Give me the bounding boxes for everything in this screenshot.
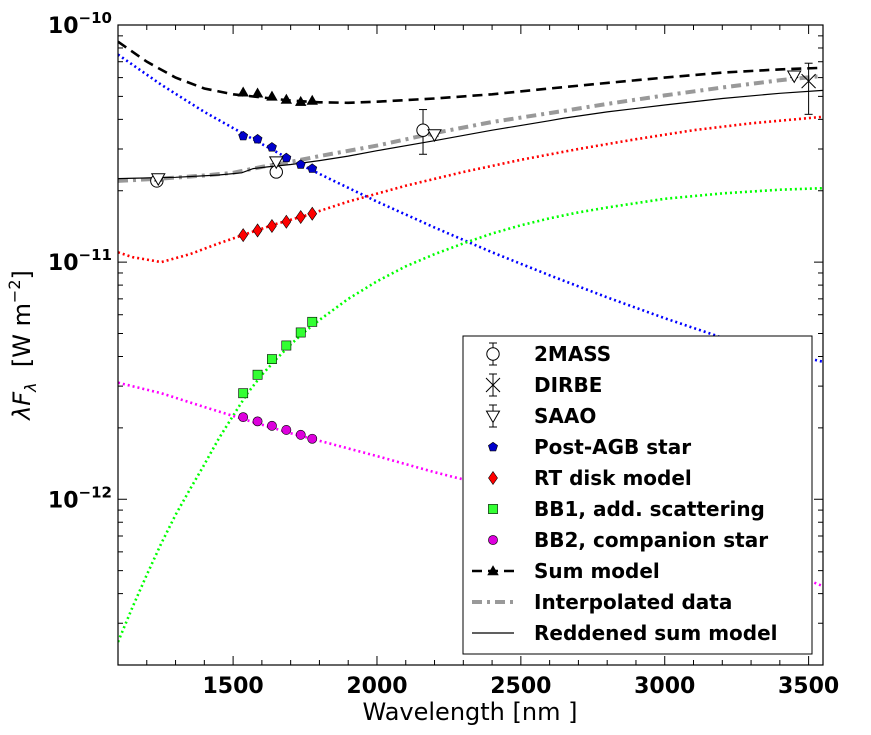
marker-rt-disk-model xyxy=(281,214,292,229)
x-axis-title: Wavelength [nm ] xyxy=(363,698,578,726)
y-tick-label-exponent: −10 xyxy=(79,9,112,27)
marker-bb2-companion-star xyxy=(281,425,292,435)
marker-sum-model xyxy=(280,93,293,104)
marker-bb1-add-scattering xyxy=(281,340,292,351)
marker-post-agb-star xyxy=(238,130,249,141)
curve-rt-disk-model-model-curve xyxy=(118,115,823,264)
y-axis-title-units: [W m xyxy=(8,303,36,367)
legend-marker-sum-model xyxy=(487,565,499,576)
legend-label: BB1, add. scattering xyxy=(534,497,765,521)
marker-bb2-companion-star xyxy=(252,416,263,427)
marker-sum-model xyxy=(251,87,264,98)
legend-entry-interpolated-data: Interpolated data xyxy=(472,590,732,614)
legend-entry-sum-model: Sum model xyxy=(472,559,660,583)
y-tick-label: 10−12 xyxy=(48,483,112,513)
marker-rt-disk-model xyxy=(267,218,277,234)
curve-reddened-sum-model xyxy=(118,89,823,180)
legend-marker-rt-disk-model xyxy=(488,470,498,486)
marker-bb1-add-scattering xyxy=(295,327,306,338)
y-tick-label-base: 10 xyxy=(48,14,79,39)
markers-layer xyxy=(150,62,816,444)
marker-bb2-companion-star xyxy=(295,429,306,440)
obs-saao xyxy=(268,156,284,170)
y-axis-title-subscript: λ xyxy=(21,382,40,392)
legend-marker-dirbe xyxy=(485,377,501,393)
legend-entry-rt-disk-model: RT disk model xyxy=(488,466,692,490)
marker-post-agb-star xyxy=(252,134,263,144)
legend-marker-bb2-companion-star xyxy=(488,535,498,545)
y-tick-label-exponent: −12 xyxy=(79,483,112,501)
legend-marker-bb1-add-scattering xyxy=(488,504,498,514)
marker-bb1-add-scattering xyxy=(238,388,249,399)
legend-entry-saao: SAAO xyxy=(485,404,596,428)
y-tick-label: 10−11 xyxy=(48,246,112,276)
y-tick-label-exponent: −11 xyxy=(79,246,112,264)
marker-sum-model xyxy=(266,90,278,101)
curve-sum-model xyxy=(118,40,823,105)
marker-post-agb-star xyxy=(295,159,306,169)
x-tick-label: 1500 xyxy=(202,674,263,699)
legend-label: Interpolated data xyxy=(534,590,732,614)
legend-label: DIRBE xyxy=(534,373,602,397)
y-tick-label-base: 10 xyxy=(48,488,79,513)
ticks-layer xyxy=(117,24,823,666)
marker-rt-disk-model xyxy=(295,209,306,225)
legend-label: Post-AGB star xyxy=(534,435,691,459)
obs-2mass xyxy=(416,123,430,137)
legend-entry-reddened-sum-model: Reddened sum model xyxy=(472,621,778,645)
marker-post-agb-star xyxy=(307,163,318,173)
y-axis-title-exponent: −2 xyxy=(5,279,24,303)
y-axis-title: λFλ [W m−2] xyxy=(5,270,40,422)
marker-bb1-add-scattering xyxy=(307,316,318,327)
legend-label: Reddened sum model xyxy=(534,621,778,645)
legend-box xyxy=(462,335,813,655)
legend-marker-2mass xyxy=(486,347,500,361)
legend-entry-2mass: 2MASS xyxy=(486,342,611,366)
marker-rt-disk-model xyxy=(252,223,263,238)
y-tick-label-base: 10 xyxy=(48,251,79,276)
obs-dirbe xyxy=(801,73,816,89)
svg-text:λFλ [W m−2]: λFλ [W m−2] xyxy=(5,270,40,422)
marker-post-agb-star xyxy=(281,152,292,163)
marker-bb1-add-scattering xyxy=(267,354,277,364)
marker-rt-disk-model xyxy=(238,228,249,243)
x-tick-label: 2000 xyxy=(346,674,407,699)
marker-post-agb-star xyxy=(267,142,277,152)
y-axis-title-symbol: λF xyxy=(8,391,36,422)
x-tick-label: 2500 xyxy=(490,674,551,699)
marker-sum-model xyxy=(295,95,307,106)
legend-entry-bb2-companion-star: BB2, companion star xyxy=(488,528,768,552)
marker-bb1-add-scattering xyxy=(252,369,263,380)
x-tick-label: 3000 xyxy=(634,674,695,699)
legend-entry-post-agb-star: Post-AGB star xyxy=(488,435,691,459)
marker-bb2-companion-star xyxy=(238,412,249,423)
legend-label: Sum model xyxy=(534,559,660,583)
marker-sum-model xyxy=(306,94,318,105)
legend: 2MASS DIRBE SAAO Post-AGB star RT disk model… xyxy=(462,335,813,655)
curve-interpolated-data xyxy=(118,73,823,183)
curve-post-agb-star-model-curve xyxy=(118,53,823,364)
obs-saao xyxy=(427,129,442,143)
obs-saao xyxy=(786,70,802,84)
marker-bb2-companion-star xyxy=(307,433,318,444)
legend-marker-saao xyxy=(485,410,501,424)
legend-label: SAAO xyxy=(534,404,596,428)
legend-label: BB2, companion star xyxy=(534,528,768,552)
plot-frame xyxy=(117,24,824,666)
legend-entry-bb1-add-scattering: BB1, add. scattering xyxy=(488,497,765,521)
legend-label: RT disk model xyxy=(534,466,692,490)
x-tick-label: 3500 xyxy=(778,674,839,699)
marker-bb2-companion-star xyxy=(267,420,277,431)
legend-marker-post-agb-star xyxy=(488,441,498,452)
legend-entry-dirbe: DIRBE xyxy=(485,373,602,397)
marker-rt-disk-model xyxy=(307,206,318,221)
legend-label: 2MASS xyxy=(534,342,611,366)
y-tick-label: 10−10 xyxy=(48,9,112,39)
curve-bb1-add-scattering-model-curve xyxy=(118,186,823,643)
obs-saao xyxy=(150,173,166,187)
marker-sum-model xyxy=(237,86,249,97)
y-axis-title-close: ] xyxy=(8,270,36,279)
